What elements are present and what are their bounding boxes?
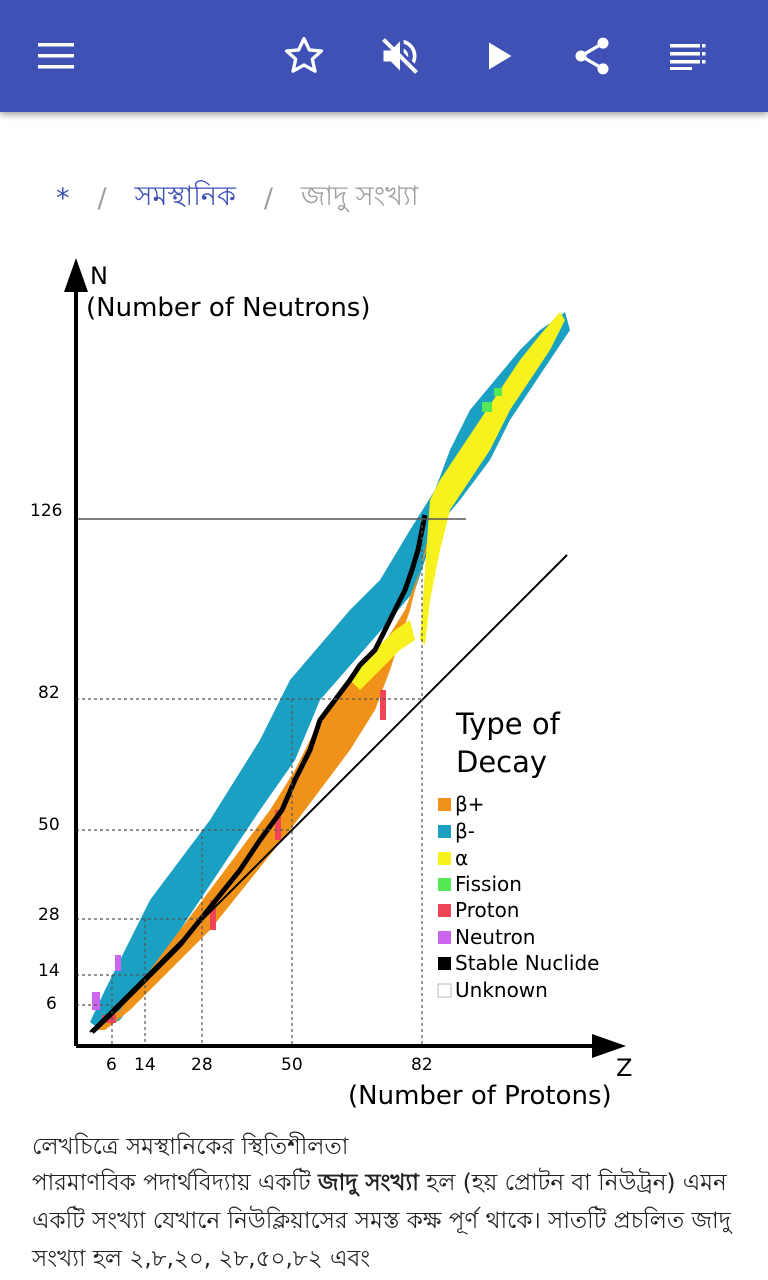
- article-paragraph: পারমাণবিক পদার্থবিদ্যায় একটি জাদু সংখ্য…: [32, 1164, 732, 1278]
- legend-swatch-fission: [438, 878, 451, 891]
- menu-icon: [38, 43, 74, 69]
- legend-label: Neutron: [455, 925, 535, 949]
- x-tick-label: 14: [134, 1055, 156, 1075]
- y-tick-label: 126: [30, 501, 62, 521]
- x-axis-arrow: [592, 1034, 626, 1058]
- legend-label: α: [455, 846, 468, 870]
- n-equals-z-line: [89, 554, 568, 1033]
- share-button[interactable]: [564, 28, 620, 84]
- y-axis-subtitle: (Number of Neutrons): [86, 293, 371, 323]
- y-axis-title: N: [90, 262, 108, 290]
- x-tick-label: 28: [191, 1055, 213, 1075]
- volume-off-icon: [382, 38, 418, 74]
- article-lead: পারমাণবিক পদার্থবিদ্যায় একটি: [32, 1170, 318, 1196]
- x-tick-label: 82: [411, 1055, 433, 1075]
- star-outline-icon: [284, 36, 324, 73]
- legend-label: β+: [455, 792, 485, 816]
- mute-button[interactable]: [372, 28, 428, 84]
- proton-cells: [275, 810, 281, 840]
- x-tick-label: 6: [106, 1055, 117, 1075]
- alpha-region-left: [350, 620, 415, 690]
- legend-label: Unknown: [455, 978, 548, 1002]
- x-tick-label: 50: [281, 1055, 303, 1075]
- legend-label: Proton: [455, 898, 519, 922]
- breadcrumb-current: জাদু সংখ্যা: [300, 180, 419, 212]
- neutron-cells: [115, 955, 121, 971]
- nuclide-chart-figure[interactable]: N (Number of Neutrons) Z (Number of Prot…: [20, 250, 720, 1120]
- legend-swatch-beta-plus: [438, 798, 451, 811]
- legend-title: Type of: [455, 707, 561, 741]
- y-tick-label: 50: [38, 815, 60, 835]
- legend-label: Stable Nuclide: [455, 951, 599, 975]
- breadcrumb: * / সমস্থানিক / জাদু সংখ্যা: [56, 178, 419, 218]
- legend-label: Fission: [455, 872, 522, 896]
- legend-swatch-proton: [438, 904, 451, 917]
- x-axis-title: Z: [616, 1054, 632, 1082]
- legend-swatch-beta-minus: [438, 825, 451, 838]
- legend-swatch-neutron: [438, 931, 451, 944]
- alpha-region: [420, 312, 565, 645]
- proton-cells: [210, 900, 216, 930]
- y-axis-arrow: [64, 258, 88, 292]
- y-tick-label: 6: [46, 994, 57, 1014]
- playlist-icon: [670, 44, 706, 70]
- proton-cells: [380, 690, 386, 720]
- article-rest: হল (হয় প্রোটন বা নিউট্রন) এমন একটি সংখ্…: [32, 1170, 731, 1272]
- breadcrumb-parent[interactable]: সমস্থানিক: [134, 180, 236, 212]
- fission-cells: [494, 388, 502, 396]
- breadcrumb-separator: /: [97, 182, 107, 214]
- article-term: জাদু সংখ্যা: [318, 1170, 419, 1196]
- app-bar: [0, 0, 768, 112]
- bookmark-button[interactable]: [276, 28, 332, 84]
- share-icon: [575, 37, 609, 75]
- legend: β+ β- α Fission Proton Neutron Stable Nu…: [437, 792, 599, 1002]
- legend-swatch-stable: [438, 957, 451, 970]
- legend-swatch-alpha: [438, 852, 451, 865]
- figure-caption: লেখচিত্রে সমস্থানিকের স্থিতিশীলতা: [32, 1134, 349, 1160]
- neutron-cells: [92, 992, 100, 1010]
- play-icon: [489, 42, 512, 70]
- y-tick-label: 82: [38, 683, 60, 703]
- breadcrumb-home[interactable]: *: [56, 182, 70, 214]
- fission-cells: [482, 402, 492, 412]
- legend-swatch-unknown: [437, 983, 452, 998]
- play-button[interactable]: [470, 28, 526, 84]
- stable-nuclide-line: [90, 514, 428, 1034]
- x-axis-subtitle: (Number of Protons): [348, 1081, 612, 1111]
- menu-button[interactable]: [28, 28, 84, 84]
- y-tick-label: 14: [38, 961, 60, 981]
- y-tick-label: 28: [38, 905, 60, 925]
- contents-button[interactable]: [660, 28, 716, 84]
- legend-title: Decay: [456, 745, 547, 779]
- legend-label: β-: [455, 819, 475, 843]
- breadcrumb-separator: /: [263, 182, 273, 214]
